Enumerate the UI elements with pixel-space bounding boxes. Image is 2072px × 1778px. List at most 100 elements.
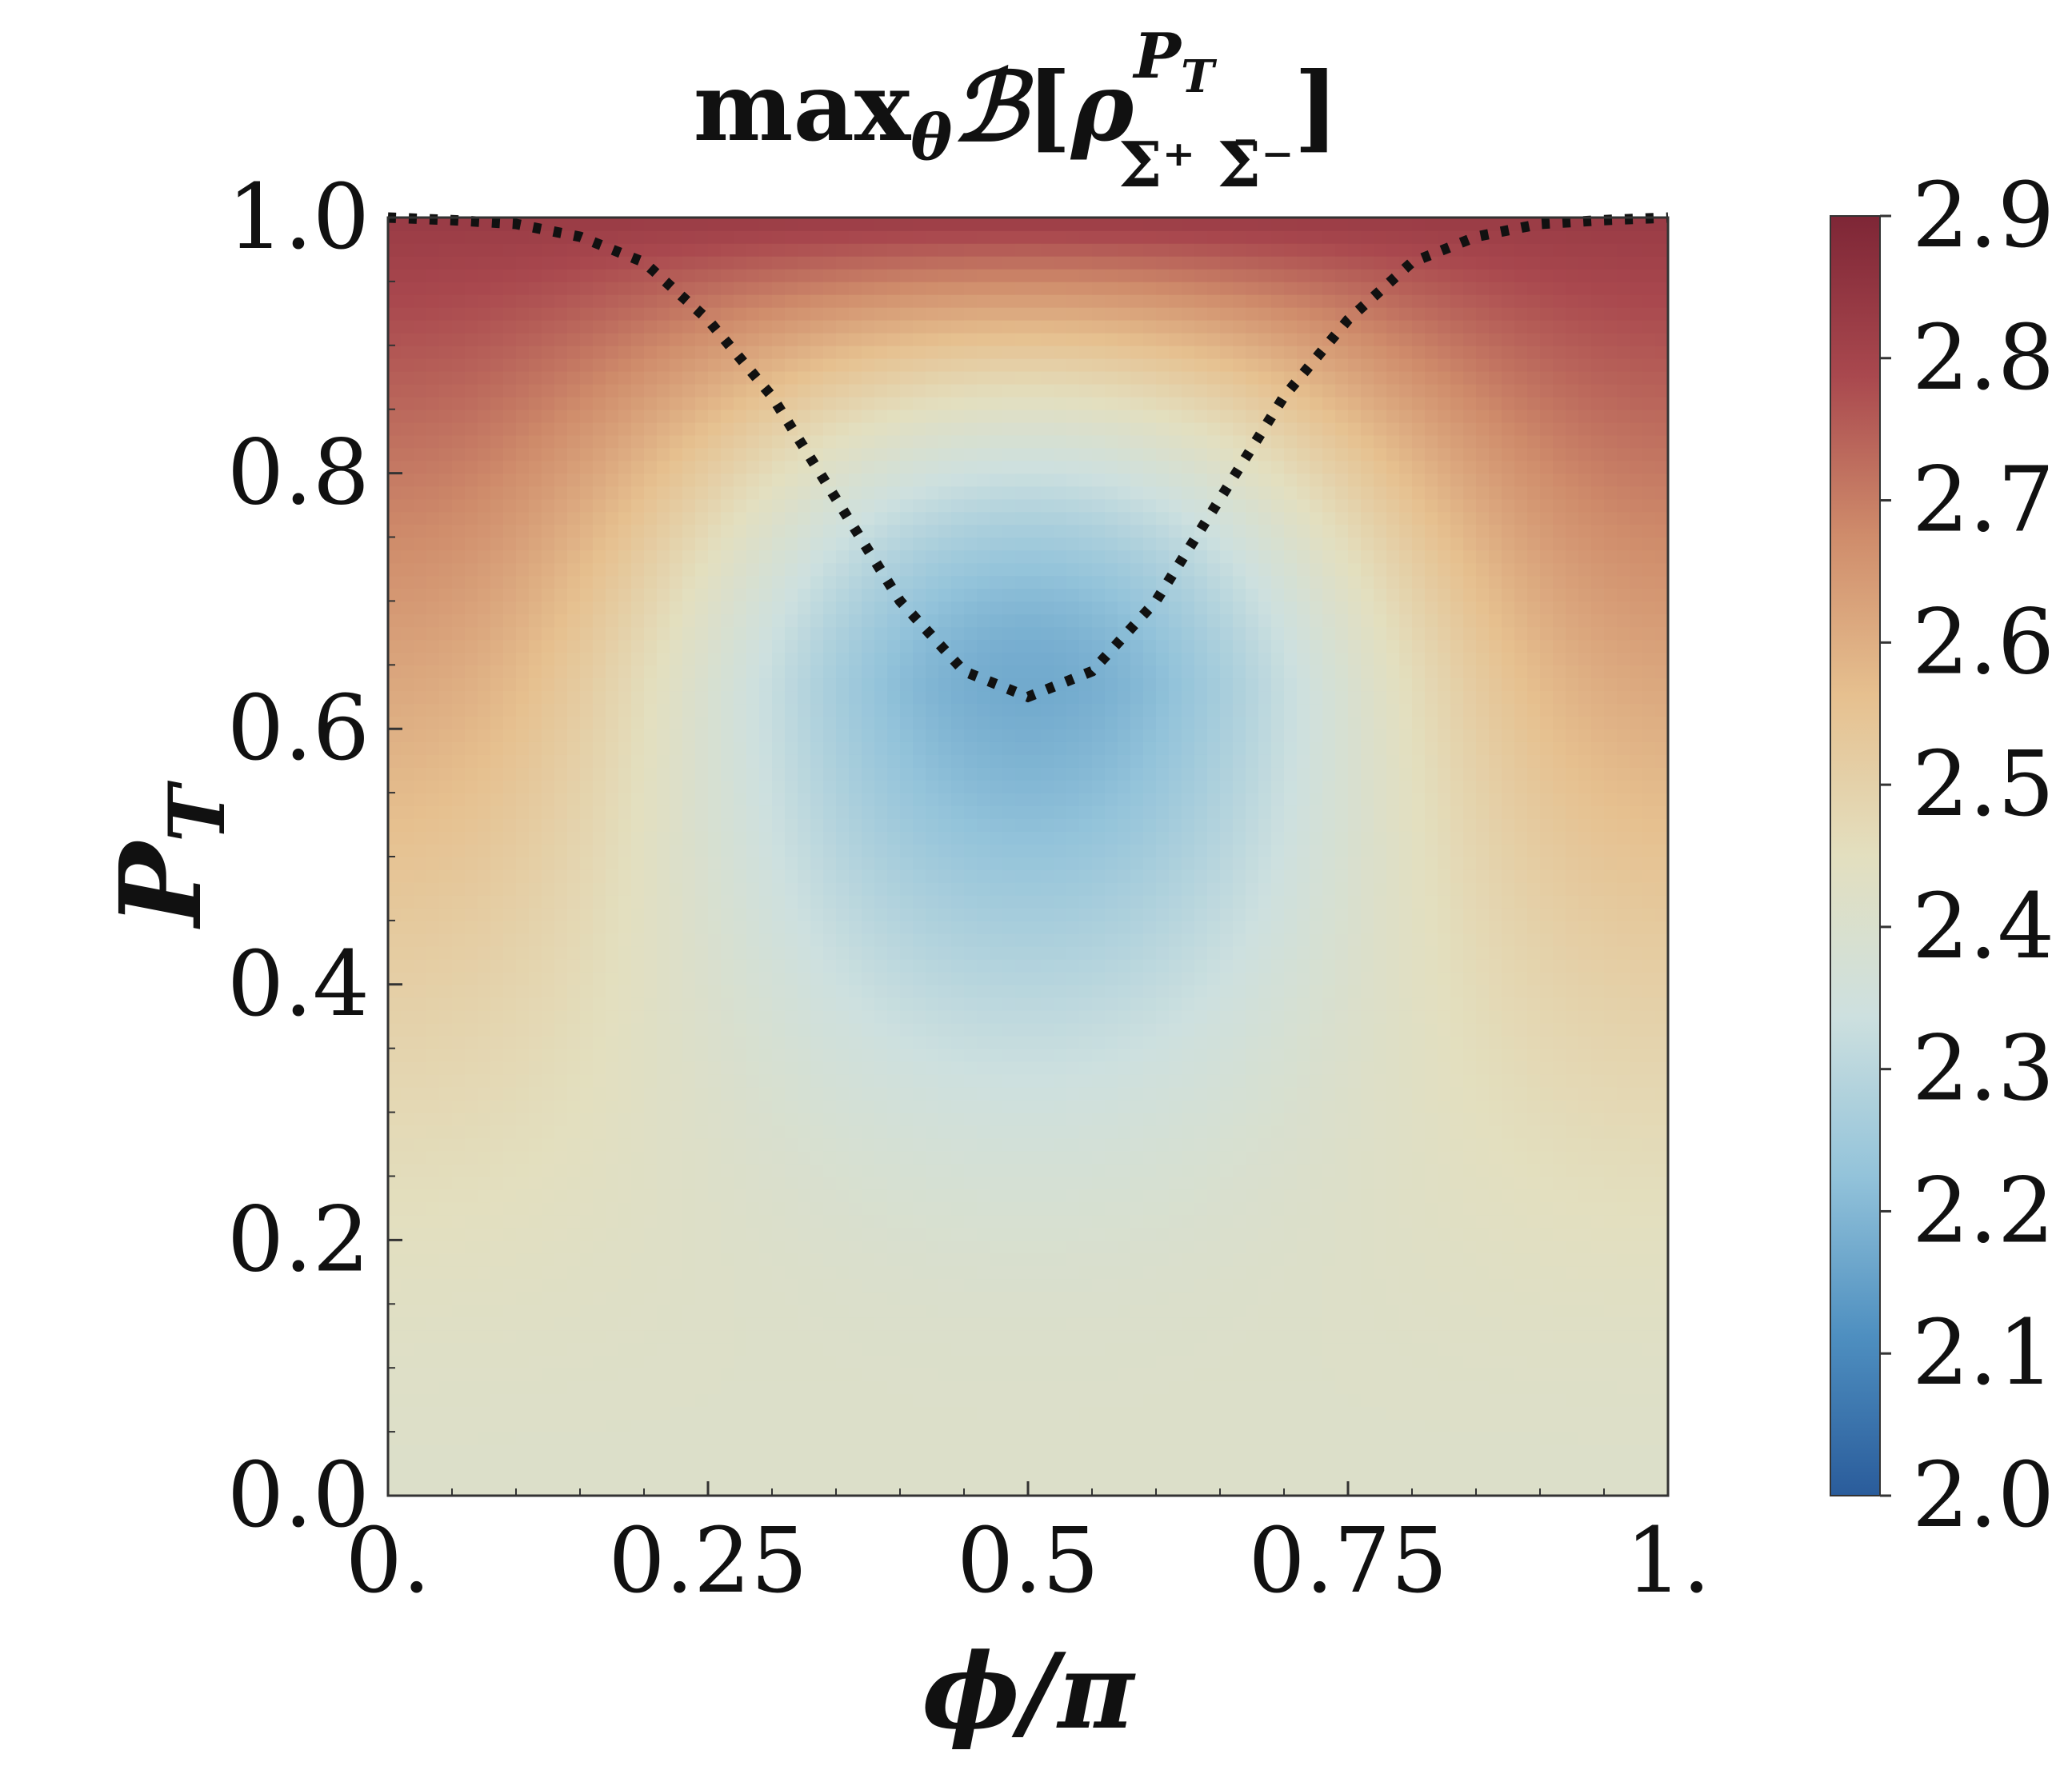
heatmap-cell xyxy=(1002,549,1016,564)
heatmap-cell xyxy=(734,447,747,461)
heatmap-cell xyxy=(631,1009,645,1024)
heatmap-cell xyxy=(516,844,530,857)
heatmap-cell xyxy=(567,1022,581,1037)
heatmap-cell xyxy=(567,741,581,755)
heatmap-cell xyxy=(798,1240,811,1254)
heatmap-cell xyxy=(849,370,862,385)
heatmap-cell xyxy=(567,1009,581,1024)
heatmap-cell xyxy=(798,1380,811,1394)
heatmap-cell xyxy=(695,907,709,921)
heatmap-cell xyxy=(810,537,824,551)
heatmap-cell xyxy=(913,1009,926,1024)
heatmap-cell xyxy=(657,524,670,538)
heatmap-cell xyxy=(849,1086,862,1101)
heatmap-cell xyxy=(746,958,760,973)
heatmap-cell xyxy=(964,869,978,883)
heatmap-cell xyxy=(874,1022,888,1037)
heatmap-cell xyxy=(708,1201,722,1216)
heatmap-cell xyxy=(606,997,619,1011)
heatmap-cell xyxy=(810,613,824,628)
heatmap-cell xyxy=(913,575,926,589)
heatmap-cell xyxy=(900,358,914,372)
heatmap-cell xyxy=(836,1457,850,1471)
heatmap-cell xyxy=(926,729,939,742)
heatmap-cell xyxy=(823,524,837,538)
heatmap-cell xyxy=(874,754,888,768)
heatmap-cell xyxy=(913,780,926,793)
heatmap-cell xyxy=(785,332,798,346)
heatmap-cell xyxy=(1015,1073,1029,1088)
heatmap-cell xyxy=(606,255,619,270)
heatmap-cell xyxy=(631,793,645,806)
heatmap-cell xyxy=(593,1483,606,1496)
heatmap-cell xyxy=(836,1061,850,1075)
heatmap-cell xyxy=(964,754,978,768)
heatmap-cell xyxy=(554,306,568,321)
heatmap-cell xyxy=(618,857,632,870)
heatmap-cell xyxy=(542,1470,555,1484)
heatmap-cell xyxy=(414,294,427,308)
heatmap-cell xyxy=(874,1406,888,1420)
heatmap-cell xyxy=(887,754,901,768)
heatmap-cell xyxy=(823,345,837,359)
heatmap-cell xyxy=(977,1355,990,1368)
heatmap-cell xyxy=(849,1368,862,1381)
heatmap-cell xyxy=(759,1201,773,1216)
heatmap-cell xyxy=(938,881,952,896)
heatmap-cell xyxy=(746,242,760,257)
heatmap-cell xyxy=(772,549,786,564)
heatmap-cell xyxy=(414,1278,427,1293)
heatmap-cell xyxy=(695,869,709,883)
heatmap-cell xyxy=(938,677,952,692)
heatmap-cell xyxy=(964,1368,978,1381)
heatmap-cell xyxy=(554,881,568,896)
heatmap-cell xyxy=(452,537,466,551)
heatmap-cell xyxy=(465,1048,478,1062)
heatmap-cell xyxy=(951,1342,965,1356)
heatmap-cell xyxy=(695,844,709,857)
heatmap-cell xyxy=(516,958,530,973)
heatmap-cell xyxy=(708,933,722,947)
heatmap-cell xyxy=(695,857,709,870)
heatmap-cell xyxy=(1002,1061,1016,1075)
heatmap-cell xyxy=(452,370,466,385)
heatmap-cell xyxy=(772,409,786,423)
heatmap-cell xyxy=(874,997,888,1011)
heatmap-cell xyxy=(785,613,798,628)
heatmap-cell xyxy=(977,894,990,909)
heatmap-cell xyxy=(439,869,453,883)
heatmap-cell xyxy=(426,665,440,679)
heatmap-cell xyxy=(618,281,632,295)
heatmap-cell xyxy=(926,345,939,359)
heatmap-cell xyxy=(516,537,530,551)
heatmap-cell xyxy=(900,1393,914,1407)
heatmap-cell xyxy=(810,652,824,666)
heatmap-cell xyxy=(810,933,824,947)
heatmap-cell xyxy=(746,345,760,359)
heatmap-cell xyxy=(401,255,414,270)
heatmap-cell xyxy=(721,1163,734,1177)
heatmap-cell xyxy=(862,907,875,921)
heatmap-cell xyxy=(849,1112,862,1126)
heatmap-cell xyxy=(388,857,402,870)
heatmap-cell xyxy=(567,652,581,666)
heatmap-cell xyxy=(542,844,555,857)
heatmap-cell xyxy=(849,332,862,346)
heatmap-cell xyxy=(977,537,990,551)
heatmap-cell xyxy=(708,945,722,960)
heatmap-cell xyxy=(388,907,402,921)
heatmap-cell xyxy=(823,613,837,628)
heatmap-cell xyxy=(772,1291,786,1305)
heatmap-cell xyxy=(887,945,901,960)
heatmap-cell xyxy=(810,1483,824,1496)
heatmap-cell xyxy=(503,1380,517,1394)
heatmap-cell xyxy=(977,1163,990,1177)
heatmap-cell xyxy=(657,268,670,282)
heatmap-cell xyxy=(951,1035,965,1049)
heatmap-cell xyxy=(439,255,453,270)
heatmap-cell xyxy=(388,447,402,461)
heatmap-cell xyxy=(426,1009,440,1024)
heatmap-cell xyxy=(759,613,773,628)
heatmap-cell xyxy=(836,281,850,295)
heatmap-cell xyxy=(990,332,1003,346)
